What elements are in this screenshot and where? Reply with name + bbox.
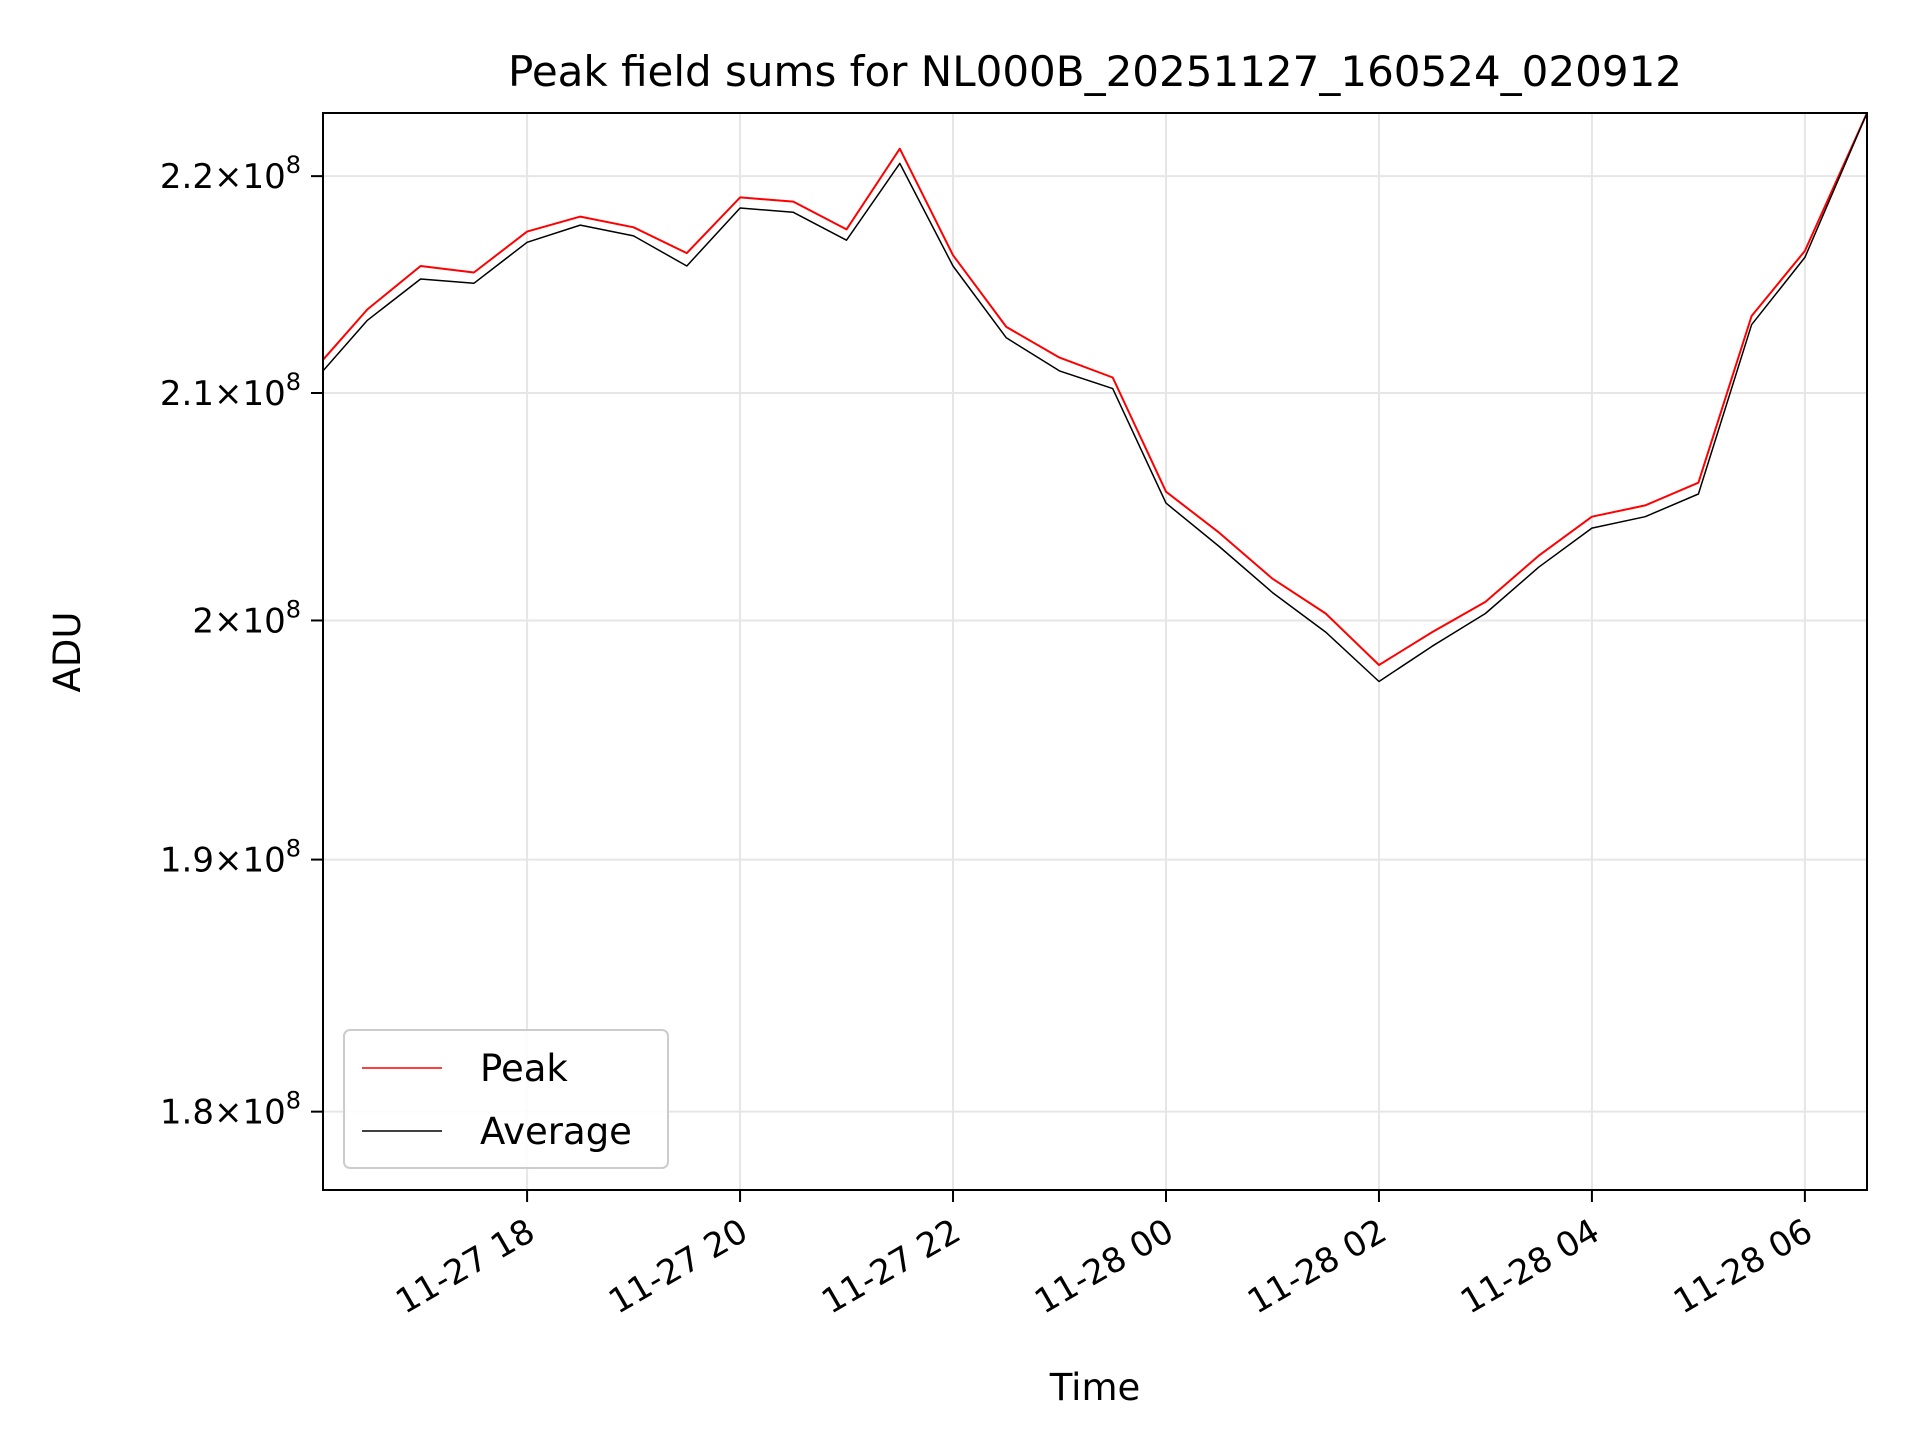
y-axis-label: ADU — [46, 612, 89, 693]
x-tick-label: 11-28 02 — [1241, 1211, 1393, 1322]
y-tick-mantissa: 1.8 — [160, 1093, 214, 1133]
chart-title: Peak field sums for NL000B_20251127_1605… — [508, 47, 1682, 96]
y-tick-exponent: 8 — [286, 151, 301, 179]
plot-frame — [322, 112, 1868, 1191]
legend-box — [343, 1029, 669, 1169]
y-tick-exponent: 8 — [286, 1087, 301, 1115]
y-tick-mantissa: 2.1 — [160, 374, 214, 414]
y-tick-label: 1.9×108 — [160, 835, 301, 881]
legend-label-average: Average — [480, 1110, 632, 1153]
grid — [323, 113, 1867, 1190]
x-tick-label: 11-28 04 — [1454, 1211, 1606, 1322]
y-tick-mantissa: 2 — [192, 601, 214, 641]
series-line-average — [323, 113, 1867, 683]
y-tick-mantissa: 1.9 — [160, 841, 214, 881]
y-tick-base: 10 — [242, 157, 285, 197]
y-axis: 1.8×108 1.9×108 2×108 2.1×108 2.2×108 — [160, 151, 323, 1133]
y-tick-base: 10 — [242, 841, 285, 881]
series-layer — [323, 113, 1867, 683]
y-tick-label: 2.2×108 — [160, 151, 301, 197]
y-tick-base: 10 — [242, 374, 285, 414]
y-tick-label: 1.8×108 — [160, 1087, 301, 1133]
y-tick-base: 10 — [242, 601, 285, 641]
series-line-peak — [323, 113, 1867, 666]
y-tick-exponent: 8 — [286, 595, 301, 623]
x-tick-label: 11-27 20 — [602, 1211, 754, 1322]
legend-label-peak: Peak — [480, 1047, 568, 1090]
y-tick-label: 2×108 — [192, 595, 301, 641]
legend: Peak Average — [343, 1029, 669, 1169]
x-axis-label: Time — [1049, 1366, 1141, 1409]
x-tick-label: 11-27 18 — [389, 1211, 541, 1322]
y-tick-exponent: 8 — [286, 835, 301, 863]
x-tick-label: 11-27 22 — [815, 1211, 967, 1322]
y-tick-mantissa: 2.2 — [160, 157, 214, 197]
x-axis: 11-27 18 11-27 20 11-27 22 11-28 00 11-28 02… — [389, 1190, 1819, 1322]
y-tick-exponent: 8 — [286, 368, 301, 396]
y-tick-base: 10 — [242, 1093, 285, 1133]
x-tick-label: 11-28 00 — [1028, 1211, 1180, 1322]
y-tick-label: 2.1×108 — [160, 368, 301, 414]
x-tick-label: 11-28 06 — [1667, 1211, 1819, 1322]
